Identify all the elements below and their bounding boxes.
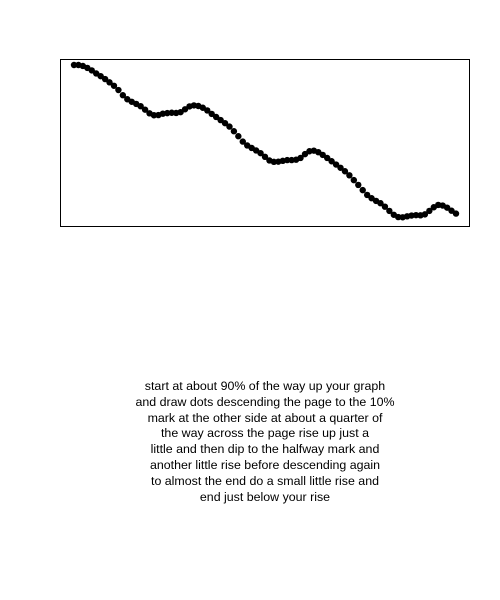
data-point: [359, 186, 366, 194]
data-point: [332, 161, 340, 168]
caption-line: to almost the end do a small little rise…: [151, 473, 379, 488]
caption-line: mark at the other side at about a quarte…: [147, 410, 383, 425]
data-point: [452, 210, 460, 217]
caption-line: end just below your rise: [199, 489, 331, 504]
data-point: [328, 158, 335, 165]
data-point: [363, 191, 371, 199]
data-point: [141, 106, 149, 113]
data-point: [70, 61, 78, 69]
data-point: [106, 79, 113, 86]
data-point: [350, 176, 358, 184]
instruction-caption: start at about 90% of the way up your gr…: [100, 379, 430, 505]
data-point: [119, 92, 127, 99]
data-point: [115, 86, 122, 94]
data-point: [88, 67, 95, 74]
data-point: [337, 164, 344, 171]
data-point: [346, 172, 353, 179]
data-point: [212, 113, 220, 121]
data-point: [204, 107, 211, 114]
chart-plot-area: [60, 59, 470, 227]
data-point: [221, 119, 229, 127]
data-point: [230, 128, 238, 135]
data-point: [217, 116, 224, 124]
data-point: [377, 200, 384, 207]
data-point: [239, 138, 246, 145]
data-point: [110, 82, 118, 89]
data-point: [443, 204, 451, 211]
data-point: [235, 133, 242, 140]
data-point: [319, 151, 326, 159]
data-point: [323, 154, 331, 162]
data-point: [257, 149, 264, 157]
caption-line: and draw dots descending the page to the…: [135, 394, 395, 409]
caption-line: the way across the page rise up just a: [160, 426, 369, 441]
data-point: [297, 154, 304, 162]
data-points: [70, 61, 460, 221]
data-point: [208, 110, 215, 118]
caption-line: little and then dip to the halfway mark …: [150, 442, 380, 457]
data-point: [381, 203, 389, 210]
data-point: [284, 156, 291, 164]
data-point: [355, 181, 362, 189]
data-point: [226, 123, 233, 130]
data-point: [386, 207, 393, 215]
caption-line: another little rise before descending ag…: [149, 457, 381, 472]
data-point: [137, 103, 144, 110]
data-point: [426, 207, 433, 215]
plot-frame: [60, 59, 470, 227]
data-point: [421, 211, 429, 218]
data-point: [341, 168, 349, 175]
data-point: [101, 75, 109, 83]
data-point: [261, 153, 269, 161]
caption-line: start at about 90% of the way up your gr…: [144, 379, 386, 393]
